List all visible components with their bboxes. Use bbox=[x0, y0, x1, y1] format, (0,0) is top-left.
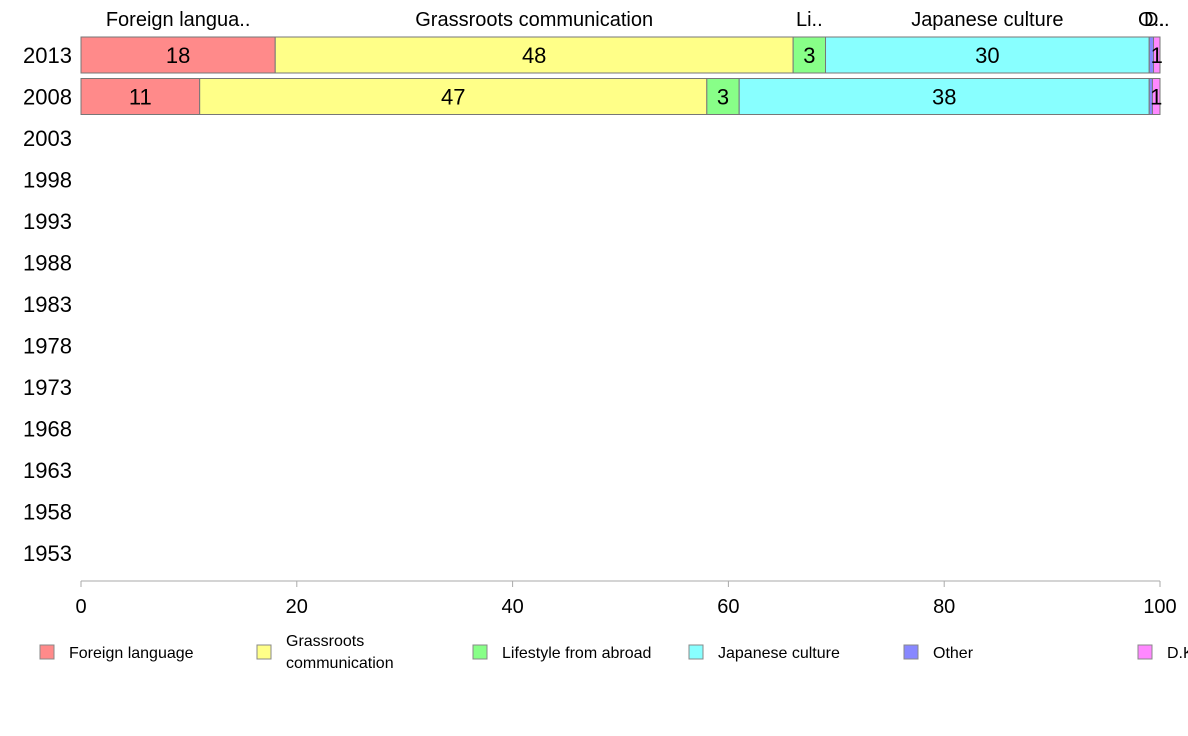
legend-label-2: Lifestyle from abroad bbox=[502, 645, 651, 662]
year-label-1958: 1958 bbox=[23, 500, 72, 525]
bar-2008-grassroots-communication bbox=[199, 78, 708, 115]
year-label-2013: 2013 bbox=[23, 43, 72, 68]
bar-2008-d-k- bbox=[1151, 78, 1161, 115]
legend-label-3: Japanese culture bbox=[718, 645, 840, 662]
bar-2013-d-k- bbox=[1153, 36, 1161, 74]
value-label-2008-0: 11 bbox=[129, 85, 152, 110]
year-label-2003: 2003 bbox=[23, 126, 72, 151]
value-label-2008-2: 3 bbox=[717, 85, 729, 110]
x-tick-label-80: 80 bbox=[933, 596, 955, 618]
legend-swatch-1 bbox=[256, 644, 272, 660]
value-label-2013-2: 3 bbox=[803, 43, 815, 68]
year-label-1953: 1953 bbox=[23, 541, 72, 566]
year-label-1988: 1988 bbox=[23, 251, 72, 276]
bar-2008-lifestyle-from-abroad bbox=[706, 78, 740, 115]
legend-label-0: Foreign language bbox=[69, 645, 194, 662]
x-tick-label-20: 20 bbox=[286, 596, 308, 618]
legend-swatch-0 bbox=[39, 644, 55, 660]
top-label-d-k-: D.. bbox=[1144, 9, 1170, 31]
value-label-2013-3: 30 bbox=[975, 43, 999, 68]
value-label-2013-0: 18 bbox=[166, 43, 190, 68]
year-label-1983: 1983 bbox=[23, 292, 72, 317]
top-label-japanese-culture: Japanese culture bbox=[911, 9, 1063, 31]
bar-2013-grassroots-communication bbox=[274, 36, 794, 74]
top-series-labels: Foreign langua.. Grassroots communication… bbox=[106, 9, 1170, 31]
x-tick-label-100: 100 bbox=[1143, 596, 1176, 618]
x-tick-label-0: 0 bbox=[75, 596, 86, 618]
x-axis: 0 20 40 60 80 100 bbox=[75, 580, 1177, 618]
top-label-foreign-language: Foreign langua.. bbox=[106, 9, 251, 31]
value-label-2008-1: 47 bbox=[441, 85, 465, 110]
bar-2008-foreign-language bbox=[80, 78, 201, 115]
top-label-other: O.. bbox=[1138, 9, 1165, 31]
legend-label-4: Other bbox=[933, 645, 974, 662]
value-label-2013-1: 48 bbox=[522, 43, 546, 68]
value-label-2013-5: 1 bbox=[1151, 43, 1163, 68]
year-label-1968: 1968 bbox=[23, 417, 72, 442]
bar-segments bbox=[80, 36, 1161, 115]
year-axis-labels: 2013 2008 2003 1998 1993 1988 1983 1978 1973 1968… bbox=[23, 43, 72, 566]
legend-label-5: D.K. bbox=[1167, 645, 1188, 662]
top-label-lifestyle-from-abroad: Li.. bbox=[796, 9, 823, 31]
bar-value-labels: 18 48 3 30 111 47 3 38 1 bbox=[129, 43, 1163, 110]
x-tick-label-60: 60 bbox=[717, 596, 739, 618]
year-label-1973: 1973 bbox=[23, 375, 72, 400]
legend-swatch-2 bbox=[472, 644, 488, 660]
year-label-1998: 1998 bbox=[23, 168, 72, 193]
legend-label-1: Grassroots communication bbox=[286, 633, 394, 672]
x-tick-label-40: 40 bbox=[501, 596, 523, 618]
legend-swatch-4 bbox=[903, 644, 919, 660]
top-label-grassroots-communication: Grassroots communication bbox=[415, 9, 653, 31]
year-label-1963: 1963 bbox=[23, 458, 72, 483]
value-label-2008-5: 1 bbox=[1150, 85, 1162, 110]
year-label-1993: 1993 bbox=[23, 209, 72, 234]
legend-swatch-5 bbox=[1137, 644, 1153, 660]
year-label-2008: 2008 bbox=[23, 85, 72, 110]
legend: Foreign language Grassroots communication L… bbox=[39, 633, 1188, 672]
legend-swatch-3 bbox=[688, 644, 704, 660]
year-label-1978: 1978 bbox=[23, 334, 72, 359]
value-label-2008-3: 38 bbox=[932, 85, 956, 110]
